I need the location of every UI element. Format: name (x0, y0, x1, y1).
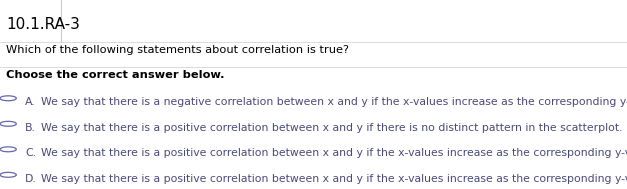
Text: B.: B. (25, 123, 36, 133)
Text: A.: A. (25, 97, 36, 107)
Text: 10.1.RA-3: 10.1.RA-3 (6, 17, 80, 32)
Text: D.: D. (25, 174, 37, 184)
Text: We say that there is a positive correlation between x and y if there is no disti: We say that there is a positive correlat… (41, 123, 622, 133)
Text: We say that there is a positive correlation between x and y if the x-values incr: We say that there is a positive correlat… (41, 148, 627, 158)
Text: We say that there is a negative correlation between x and y if the x-values incr: We say that there is a negative correlat… (41, 97, 627, 107)
Text: C.: C. (25, 148, 36, 158)
Text: Choose the correct answer below.: Choose the correct answer below. (6, 70, 224, 80)
Text: We say that there is a positive correlation between x and y if the x-values incr: We say that there is a positive correlat… (41, 174, 627, 184)
Text: Which of the following statements about correlation is true?: Which of the following statements about … (6, 45, 349, 55)
